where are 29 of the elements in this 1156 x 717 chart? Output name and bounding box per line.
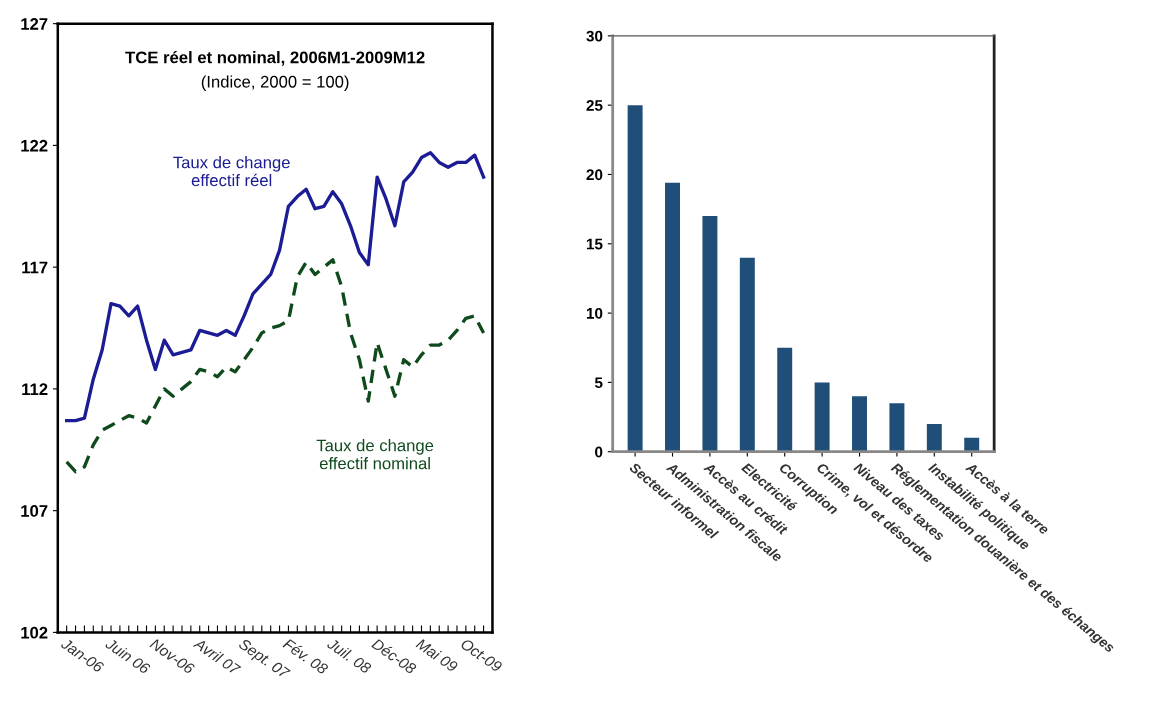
bar <box>702 216 718 452</box>
bar <box>852 396 867 452</box>
text: Taux de change effectif nominal <box>316 439 434 470</box>
bar <box>814 382 830 452</box>
bar <box>627 105 643 452</box>
y-tick-label: 15 <box>586 238 603 250</box>
y-tick-label: 122 <box>21 139 48 152</box>
bar <box>739 257 755 452</box>
text: TCE réel et nominal, 2006M1-2009M12 <box>125 50 425 66</box>
y-tick-label: 127 <box>21 18 48 30</box>
y-tick-label: 0 <box>595 446 603 458</box>
y-tick-label: 25 <box>586 100 603 111</box>
y-tick-label: 10 <box>586 307 603 319</box>
y-tick-label: 117 <box>22 261 48 274</box>
y-tick-label: 5 <box>594 377 603 389</box>
y-tick-label: 107 <box>21 505 48 517</box>
bar <box>926 423 942 452</box>
series-label: Taux de change effectif réel <box>173 156 290 187</box>
y-tick-label: 20 <box>586 169 603 181</box>
y-tick-label: 112 <box>22 383 48 395</box>
line-series <box>65 151 486 423</box>
y-tick-label: 102 <box>21 626 48 639</box>
x-tick-label: Mai 09 <box>415 637 459 673</box>
bar <box>777 347 793 452</box>
y-tick-label: 30 <box>586 30 603 42</box>
bar <box>889 403 905 452</box>
text: (Indice, 2000 = 100) <box>201 75 349 91</box>
line-series <box>65 258 486 474</box>
bar <box>665 182 680 452</box>
